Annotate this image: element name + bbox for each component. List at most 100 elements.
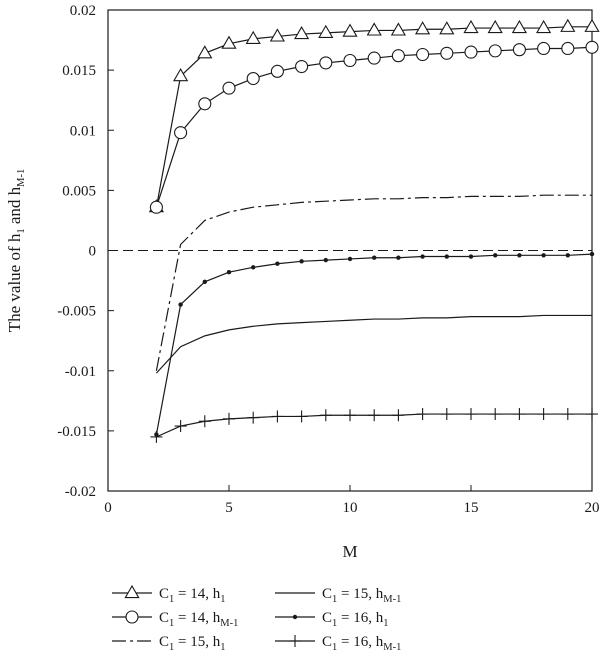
y-tick-label: 0.005 xyxy=(62,183,96,199)
y-tick-label: 0.015 xyxy=(62,63,96,79)
circle-marker xyxy=(367,51,381,65)
legend-label: C1 = 14, h1 xyxy=(159,586,225,605)
circle-marker xyxy=(174,126,188,140)
dot-marker xyxy=(372,255,377,260)
y-tick-label: -0.005 xyxy=(57,304,96,320)
circle-marker xyxy=(561,41,575,56)
legend-label-part: C xyxy=(159,610,169,626)
dot-marker xyxy=(444,254,449,259)
dot-marker xyxy=(275,261,280,266)
triangle-marker xyxy=(124,584,140,599)
legend-label-part: M-1 xyxy=(383,642,401,653)
circle-marker xyxy=(464,45,478,59)
y-axis-title-prefix: The value of h xyxy=(5,233,24,332)
triangle-marker xyxy=(535,19,552,34)
triangle-marker xyxy=(293,25,310,40)
circle-marker xyxy=(391,49,405,63)
triangle-marker xyxy=(511,19,528,34)
triangle-marker xyxy=(318,24,334,38)
legend-label: C1 = 16, h1 xyxy=(322,610,388,629)
legend-label: C1 = 14, hM-1 xyxy=(159,610,238,629)
legend-label-part: 1 xyxy=(169,618,174,629)
dot-marker xyxy=(299,259,304,264)
legend-label-part: 1 xyxy=(220,594,225,605)
x-tick-label: 20 xyxy=(585,500,600,516)
legend-label-part: 1 xyxy=(220,642,225,653)
circle-marker xyxy=(512,43,526,57)
dot-marker xyxy=(589,251,595,257)
y-axis-title-sub2: M-1 xyxy=(16,169,27,187)
series-layer xyxy=(148,18,600,443)
legend-label-part: C xyxy=(159,634,169,650)
legend-item-2: C1 = 14, hM-1 xyxy=(112,610,238,629)
legend-label-part: C xyxy=(322,634,332,650)
circle-marker xyxy=(149,200,163,214)
dot-marker xyxy=(251,265,256,270)
dot-marker xyxy=(202,279,207,284)
y-axis-title-mid: and h xyxy=(5,186,24,228)
legend-label: C1 = 16, hM-1 xyxy=(322,634,401,653)
legend-label: C1 = 15, h1 xyxy=(159,634,225,653)
legend-label-part: 1 xyxy=(332,594,337,605)
series-3 xyxy=(155,194,592,371)
triangle-marker xyxy=(269,28,286,42)
triangle-marker xyxy=(584,18,600,32)
series-line xyxy=(155,314,592,374)
legend-label-part: = 15, h xyxy=(337,586,383,602)
legend-label-part: M-1 xyxy=(383,594,401,605)
triangle-marker xyxy=(172,68,189,82)
legend-label-part: C xyxy=(322,586,332,602)
series-2 xyxy=(149,40,599,214)
legend-label-part: = 16, h xyxy=(337,634,383,650)
legend-label-part: 1 xyxy=(169,594,174,605)
legend-label-part: C xyxy=(322,610,332,626)
triangle-marker xyxy=(342,23,358,37)
circle-marker xyxy=(246,71,260,86)
circle-marker xyxy=(440,46,454,60)
legend-item-6: C1 = 16, hM-1 xyxy=(275,634,401,653)
y-tick-label: 0.01 xyxy=(70,123,96,139)
triangle-marker xyxy=(463,19,479,34)
y-axis-title-sub1: 1 xyxy=(16,228,27,233)
legend-label-part: = 14, h xyxy=(174,586,220,602)
circle-marker xyxy=(198,97,212,111)
circle-marker xyxy=(295,59,309,74)
series-line xyxy=(155,194,592,371)
series-line xyxy=(155,253,593,435)
legend-label-part: = 14, h xyxy=(174,610,220,626)
triangle-marker xyxy=(390,22,407,36)
circle-marker xyxy=(343,53,357,68)
triangle-marker xyxy=(439,21,455,35)
triangle-marker xyxy=(245,30,261,44)
x-tick-label: 15 xyxy=(464,500,479,516)
legend-item-3: C1 = 15, h1 xyxy=(112,634,225,653)
y-axis-title: The value of h1 and hM-1 xyxy=(5,169,27,333)
legend-label-part: 1 xyxy=(169,642,174,653)
dot-marker xyxy=(468,254,474,259)
dot-marker xyxy=(420,254,425,259)
dot-marker xyxy=(517,253,522,258)
triangle-marker xyxy=(366,22,382,36)
legend-item-5: C1 = 16, h1 xyxy=(275,610,388,629)
legend-label-part: 1 xyxy=(332,618,337,629)
triangle-marker xyxy=(221,35,237,49)
circle-marker xyxy=(585,40,599,54)
legend-label-part: 1 xyxy=(332,642,337,653)
legend-label-part: M-1 xyxy=(220,618,238,629)
triangle-marker xyxy=(560,18,576,32)
series-line xyxy=(155,46,593,208)
axes: 0 5 10 15 20 0.02 0.015 0.01 0.005 0 -0.005 -0.01 -0… xyxy=(57,3,599,516)
legend-item-1: C1 = 14, h1 xyxy=(112,584,225,605)
x-tick-label: 5 xyxy=(225,500,233,516)
circle-marker xyxy=(319,56,333,70)
y-tick-label: -0.01 xyxy=(65,364,96,380)
triangle-marker xyxy=(414,21,431,35)
dot-marker xyxy=(347,256,353,262)
x-tick-label: 0 xyxy=(104,500,112,516)
x-tick-label: 10 xyxy=(343,500,358,516)
circle-marker xyxy=(488,44,502,58)
legend-label-part: C xyxy=(159,586,169,602)
dot-marker xyxy=(226,269,232,275)
circle-marker xyxy=(416,47,430,62)
y-tick-label: 0 xyxy=(89,244,97,260)
